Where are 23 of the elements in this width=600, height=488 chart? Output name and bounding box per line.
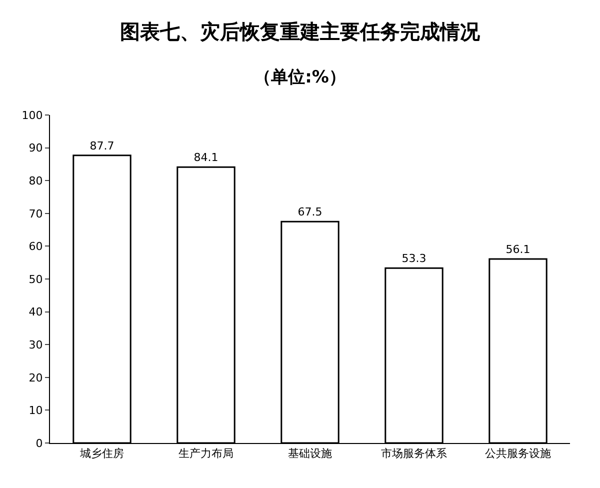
x-tick-label: 市场服务体系 bbox=[381, 447, 447, 460]
y-tick-label: 70 bbox=[28, 207, 43, 220]
data-label: 84.1 bbox=[194, 151, 218, 164]
y-tick-label: 100 bbox=[22, 108, 43, 122]
x-tick-label: 公共服务设施 bbox=[485, 447, 551, 460]
data-label: 87.7 bbox=[90, 139, 114, 152]
data-label: 53.3 bbox=[402, 252, 426, 266]
y-tick-label: 40 bbox=[28, 306, 43, 319]
chart-subtitle: （单位:%） bbox=[254, 68, 346, 88]
y-tick-label: 90 bbox=[28, 142, 43, 155]
y-tick-label: 20 bbox=[28, 371, 43, 384]
y-tick-label: 60 bbox=[28, 240, 43, 254]
y-tick-label: 50 bbox=[28, 272, 43, 286]
x-tick-label: 城乡住房 bbox=[79, 447, 124, 460]
y-tick-label: 80 bbox=[28, 174, 43, 188]
y-tick-label: 0 bbox=[36, 436, 43, 450]
y-tick-label: 10 bbox=[28, 404, 43, 418]
chart-title: 图表七、灾后恢复重建主要任务完成情况 bbox=[120, 19, 481, 44]
data-label: 56.1 bbox=[506, 242, 530, 256]
y-tick-label: 30 bbox=[28, 338, 43, 352]
data-label: 67.5 bbox=[298, 206, 322, 219]
x-tick-label: 生产力布局 bbox=[178, 447, 234, 460]
x-tick-label: 基础设施 bbox=[288, 447, 332, 460]
